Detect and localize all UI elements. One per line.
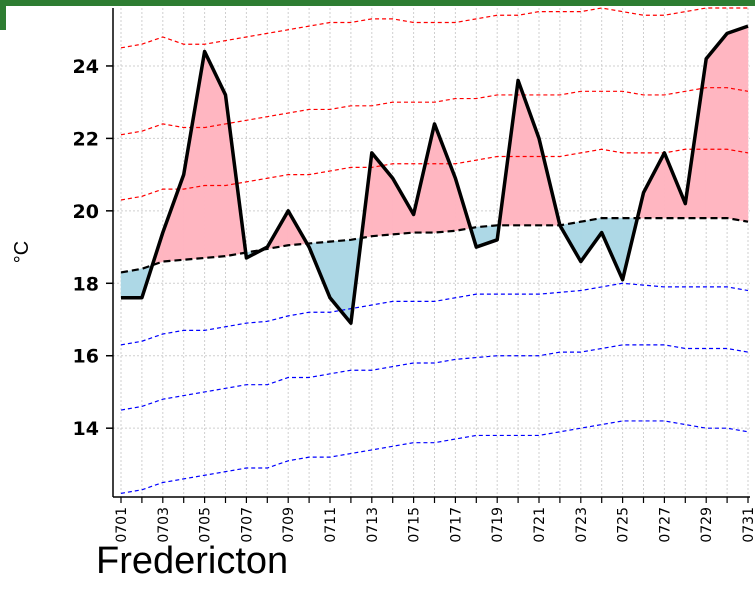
frame-accent-left xyxy=(0,0,6,30)
x-tick-label: 0715 xyxy=(407,507,423,543)
x-tick-label: 0711 xyxy=(323,507,339,543)
x-tick-label: 0721 xyxy=(532,507,548,543)
above-normal-fill xyxy=(705,32,728,219)
x-tick-label: 0717 xyxy=(448,507,464,543)
above-normal-fill xyxy=(726,25,749,223)
frame-accent-top xyxy=(0,0,755,6)
upper-percentile-line xyxy=(120,7,748,49)
upper-percentile-line xyxy=(120,87,749,136)
above-normal-fill xyxy=(434,123,456,233)
x-tick-label: 0723 xyxy=(574,507,590,543)
x-tick-label: 0713 xyxy=(365,507,381,543)
y-tick-label: 24 xyxy=(73,56,99,78)
station-caption: Fredericton xyxy=(96,540,289,582)
x-tick-label: 0729 xyxy=(699,507,715,543)
y-tick-label: 22 xyxy=(73,128,99,150)
x-tick-label: 0701 xyxy=(114,507,130,543)
x-tick-label: 0725 xyxy=(616,507,632,543)
below-normal-fill xyxy=(120,268,143,299)
y-tick-label: 14 xyxy=(73,418,99,440)
lower-percentile-line xyxy=(120,282,749,346)
y-tick-label: 18 xyxy=(73,273,99,295)
y-tick-label: 16 xyxy=(73,346,99,368)
x-tick-label: 0719 xyxy=(490,507,506,543)
x-tick-label: 0707 xyxy=(239,507,255,543)
above-normal-fill xyxy=(517,80,540,226)
upper-percentile-line xyxy=(120,148,749,201)
x-tick-label: 0731 xyxy=(741,507,755,543)
y-tick-label: 20 xyxy=(73,201,99,223)
lower-percentile-line xyxy=(120,420,749,494)
above-normal-fill xyxy=(204,51,226,259)
x-tick-label: 0727 xyxy=(657,507,673,543)
y-axis-label: °C xyxy=(11,241,33,263)
observed-line xyxy=(121,24,749,325)
x-tick-label: 0709 xyxy=(281,507,297,543)
x-tick-label: 0703 xyxy=(156,507,172,543)
x-tick-label: 0705 xyxy=(198,507,214,543)
lower-percentile-line xyxy=(120,344,749,411)
